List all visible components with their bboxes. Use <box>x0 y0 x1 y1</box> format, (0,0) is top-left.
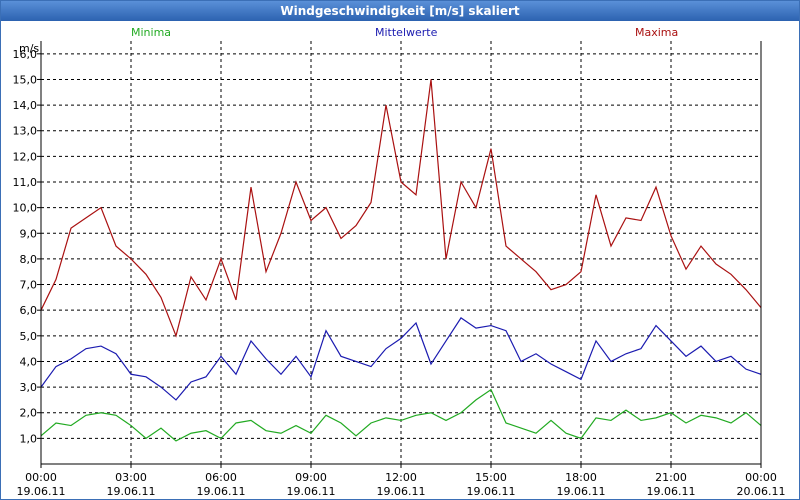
legend: Minima Mittelwerte Maxima <box>131 26 678 39</box>
x-tick-label-date: 19.06.11 <box>197 485 246 498</box>
y-tick-labels: 1,0 2,0 3,0 4,0 5,0 6,0 7,0 8,0 9,0 10,0 11,0 12,0 1… <box>13 48 41 445</box>
x-tick-labels: 00:0019.06.1103:0019.06.1106:0019.06.110… <box>17 464 786 498</box>
y-tick-label: 6,0 <box>20 304 38 317</box>
x-tick-label-date: 19.06.11 <box>377 485 426 498</box>
x-tick-label-date: 19.06.11 <box>107 485 156 498</box>
y-tick-label: 8,0 <box>20 253 38 266</box>
y-tick-label: 7,0 <box>20 279 38 292</box>
y-tick-label: 13,0 <box>13 125 38 138</box>
x-tick-label-time: 03:00 <box>115 471 147 484</box>
y-axis-label: m/s <box>19 42 39 55</box>
series-line-minima <box>40 388 762 442</box>
x-tick-label-time: 00:00 <box>745 471 777 484</box>
x-tick-label-date: 19.06.11 <box>647 485 696 498</box>
y-tick-label: 14,0 <box>13 99 38 112</box>
x-tick-label-time: 06:00 <box>205 471 237 484</box>
x-tick-label-time: 09:00 <box>295 471 327 484</box>
x-tick-label-time: 21:00 <box>655 471 687 484</box>
x-tick-label-time: 00:00 <box>25 471 57 484</box>
y-tick-label: 1,0 <box>20 432 38 445</box>
legend-mittelwerte: Mittelwerte <box>375 26 438 39</box>
y-tick-label: 15,0 <box>13 73 38 86</box>
y-tick-label: 9,0 <box>20 227 38 240</box>
y-tick-label: 3,0 <box>20 381 38 394</box>
x-tick-label-date: 19.06.11 <box>467 485 516 498</box>
y-tick-label: 16,0 <box>13 48 38 61</box>
x-tick-label-time: 12:00 <box>385 471 417 484</box>
x-tick-label-date: 19.06.11 <box>557 485 606 498</box>
window-title: Windgeschwindigkeit [m/s] skaliert <box>1 1 799 21</box>
x-tick-label-time: 15:00 <box>475 471 507 484</box>
axes: m/s <box>19 41 762 465</box>
y-tick-label: 4,0 <box>20 355 38 368</box>
x-tick-label-date: 19.06.11 <box>17 485 66 498</box>
grid <box>41 41 761 464</box>
y-tick-label: 5,0 <box>20 330 38 343</box>
y-tick-label: 11,0 <box>13 176 38 189</box>
legend-minima: Minima <box>131 26 171 39</box>
y-tick-label: 2,0 <box>20 407 38 420</box>
x-tick-label-date: 20.06.11 <box>737 485 786 498</box>
x-tick-label-date: 19.06.11 <box>287 485 336 498</box>
legend-maxima: Maxima <box>635 26 678 39</box>
y-tick-label: 10,0 <box>13 202 38 215</box>
series-line-mittelwerte <box>40 317 762 401</box>
series-group <box>40 79 762 442</box>
series-line-maxima <box>40 79 762 338</box>
y-tick-label: 12,0 <box>13 150 38 163</box>
x-tick-label-time: 18:00 <box>565 471 597 484</box>
